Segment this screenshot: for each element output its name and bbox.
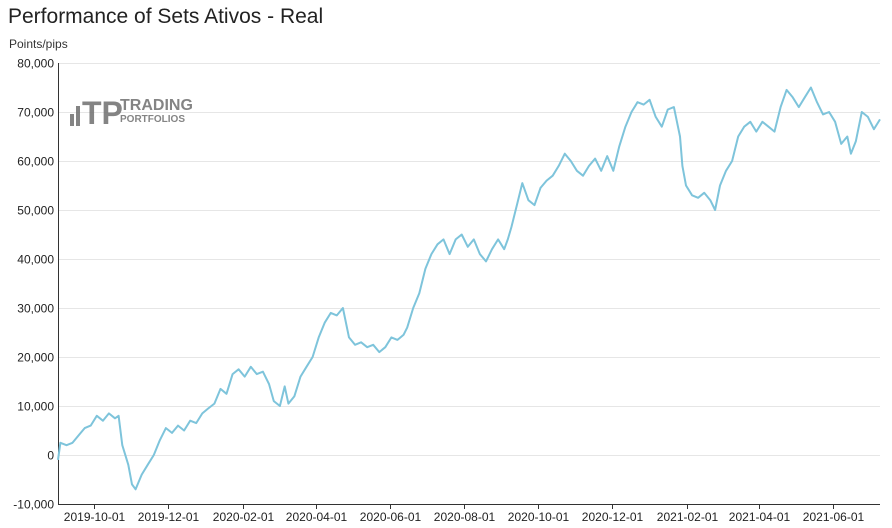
chart-title: Performance of Sets Ativos - Real [8,5,324,28]
y-tick-label: 0 [47,449,54,463]
x-tick-label: 2020-10-01 [508,510,570,524]
y-tick-label: -10,000 [13,498,54,512]
trading-portfolios-logo: TP TRADING PORTFOLIOS [70,95,193,128]
x-tick-label: 2020-12-01 [582,510,644,524]
series-layer [57,86,881,491]
logo-line2: PORTFOLIOS [120,114,185,125]
x-tick-label: 2020-04-01 [286,510,348,524]
x-tick-label: 2021-02-01 [657,510,719,524]
axes [58,63,880,509]
logo-bar [76,106,80,126]
x-tick-label: 2021-06-01 [803,510,865,524]
x-tick-label: 2021-04-01 [729,510,791,524]
y-tick-label: 40,000 [17,253,54,267]
x-tick-label: 2019-10-01 [64,510,126,524]
y-tick-label: 60,000 [17,155,54,169]
x-tick-label: 2020-08-01 [434,510,496,524]
logo-mark: TP [82,95,123,128]
x-tick-label: 2020-02-01 [213,510,275,524]
x-tick-label: 2019-12-01 [138,510,200,524]
y-tick-label: 30,000 [17,302,54,316]
logo-line1: TRADING [120,97,193,114]
series-line [57,86,881,491]
y-tick-label: 80,000 [17,57,54,71]
y-tick-label: 20,000 [17,351,54,365]
y-axis-tick-labels: -10,000 0 10,000 20,000 30,000 40,000 50,000 60… [13,57,54,512]
y-tick-label: 50,000 [17,204,54,218]
grid-lines [58,63,880,505]
logo-bar [70,114,74,126]
y-tick-label: 10,000 [17,400,54,414]
x-axis-tick-labels: 2019-10-01 2019-12-01 2020-02-01 2020-04-01… [64,510,865,524]
y-axis-unit-label: Points/pips [9,37,68,51]
x-tick-label: 2020-06-01 [360,510,422,524]
y-tick-label: 70,000 [17,106,54,120]
